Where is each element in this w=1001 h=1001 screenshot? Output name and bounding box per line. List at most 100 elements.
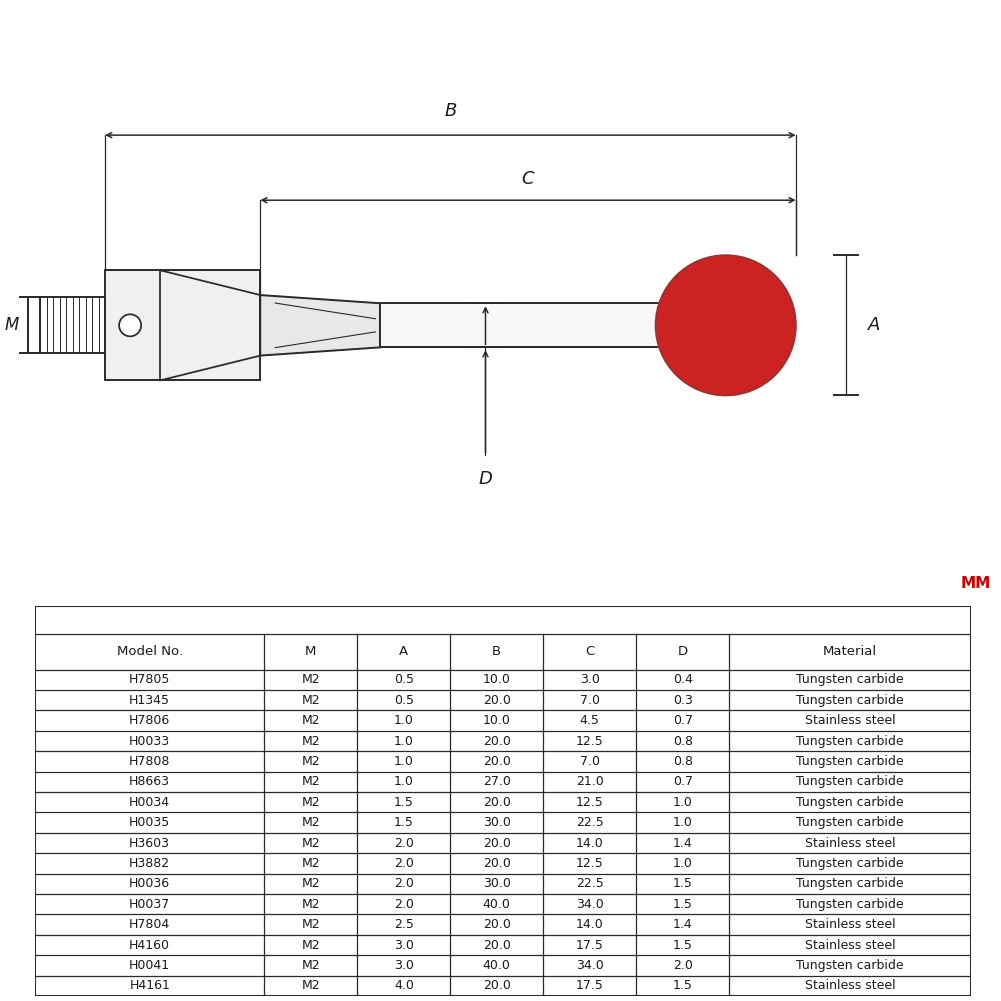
Text: 1.0: 1.0 [393,735,413,748]
Text: M2: M2 [301,776,320,789]
Text: 0.8: 0.8 [673,735,693,748]
Text: 20.0: 20.0 [482,939,511,952]
Text: 7.0: 7.0 [580,755,600,768]
Text: 7.0: 7.0 [580,694,600,707]
Text: 1.5: 1.5 [393,796,413,809]
Text: 20.0: 20.0 [482,918,511,931]
Text: M2: M2 [301,898,320,911]
Text: M2: M2 [301,877,320,890]
Text: 34.0: 34.0 [576,959,604,972]
Text: 2.0: 2.0 [393,877,413,890]
Text: 3.0: 3.0 [580,674,600,687]
Text: M2: M2 [301,735,320,748]
Circle shape [119,314,141,336]
Text: 34.0: 34.0 [576,898,604,911]
Text: 0.7: 0.7 [673,714,693,727]
Text: 1.0: 1.0 [393,714,413,727]
Text: 1.4: 1.4 [673,837,693,850]
Text: 30.0: 30.0 [482,877,511,890]
Text: 1.0: 1.0 [673,857,693,870]
Text: 21.0: 21.0 [576,776,604,789]
Text: MM: MM [961,576,991,591]
Text: 1.4: 1.4 [673,918,693,931]
Text: H0036: H0036 [129,877,170,890]
Bar [105,270,260,380]
Text: M2: M2 [301,755,320,768]
Text: H3603: H3603 [129,837,170,850]
Text: M2: M2 [301,857,320,870]
Text: 4.0: 4.0 [393,979,413,992]
Text: Tungsten carbide: Tungsten carbide [796,857,904,870]
Text: Tungsten carbide: Tungsten carbide [796,796,904,809]
Text: 20.0: 20.0 [482,796,511,809]
Text: Tungsten carbide: Tungsten carbide [796,694,904,707]
Text: 1.5: 1.5 [673,877,693,890]
Text: 1.0: 1.0 [673,816,693,829]
Text: C: C [522,170,535,188]
Text: Tungsten carbide: Tungsten carbide [796,735,904,748]
Text: M2: M2 [301,837,320,850]
Text: H0035: H0035 [129,816,170,829]
Text: 20.0: 20.0 [482,755,511,768]
Text: M2: M2 [301,674,320,687]
Text: 2.0: 2.0 [393,857,413,870]
Text: Model No.: Model No. [117,646,183,659]
Text: Tungsten carbide: Tungsten carbide [796,755,904,768]
Text: 1.5: 1.5 [393,816,413,829]
Text: 17.5: 17.5 [576,939,604,952]
Text: B: B [492,646,502,659]
Text: 12.5: 12.5 [576,857,604,870]
Text: 12.5: 12.5 [576,735,604,748]
Text: 0.5: 0.5 [393,694,413,707]
Text: M2: M2 [301,939,320,952]
Text: Tungsten carbide: Tungsten carbide [796,674,904,687]
Text: Tungsten carbide: Tungsten carbide [796,816,904,829]
Text: Tungsten carbide: Tungsten carbide [796,959,904,972]
Text: D: D [478,470,492,488]
Text: 0.3: 0.3 [673,694,693,707]
Text: 0.7: 0.7 [673,776,693,789]
Text: 20.0: 20.0 [482,735,511,748]
Text: H7805: H7805 [129,674,170,687]
Text: 40.0: 40.0 [482,898,511,911]
Text: 3.0: 3.0 [393,959,413,972]
Text: 1.5: 1.5 [673,979,693,992]
Text: A: A [399,646,408,659]
Text: 1.5: 1.5 [673,898,693,911]
Text: 22.5: 22.5 [576,877,604,890]
Text: 1.0: 1.0 [393,776,413,789]
Text: 30.0: 30.0 [482,816,511,829]
Text: Stainless steel: Stainless steel [805,979,896,992]
Text: 4.5: 4.5 [580,714,600,727]
Text: H7808: H7808 [129,755,170,768]
Text: 0.5: 0.5 [393,674,413,687]
Text: 14.0: 14.0 [576,837,604,850]
Text: 3.0: 3.0 [393,939,413,952]
Text: 10.0: 10.0 [482,714,511,727]
Text: M2: M2 [301,796,320,809]
Text: 0.4: 0.4 [673,674,693,687]
Text: H8663: H8663 [129,776,170,789]
Text: Material: Material [823,646,877,659]
Text: M2: M2 [301,918,320,931]
Text: 2.0: 2.0 [673,959,693,972]
Text: A: A [868,316,880,334]
Text: Stainless steel: Stainless steel [805,939,896,952]
Text: Tungsten carbide: Tungsten carbide [796,776,904,789]
Text: 14.0: 14.0 [576,918,604,931]
Text: 20.0: 20.0 [482,857,511,870]
Text: C: C [586,646,595,659]
Text: 0.8: 0.8 [673,755,693,768]
Text: M2: M2 [301,979,320,992]
Text: 27.0: 27.0 [482,776,511,789]
Text: 2.0: 2.0 [393,898,413,911]
Text: M2: M2 [301,959,320,972]
Text: Stainless steel: Stainless steel [805,918,896,931]
Text: 2.5: 2.5 [393,918,413,931]
Polygon shape [260,295,380,355]
Text: B: B [444,102,456,120]
Text: H1345: H1345 [129,694,170,707]
Text: H0041: H0041 [129,959,170,972]
Text: H0034: H0034 [129,796,170,809]
Text: H7804: H7804 [129,918,170,931]
